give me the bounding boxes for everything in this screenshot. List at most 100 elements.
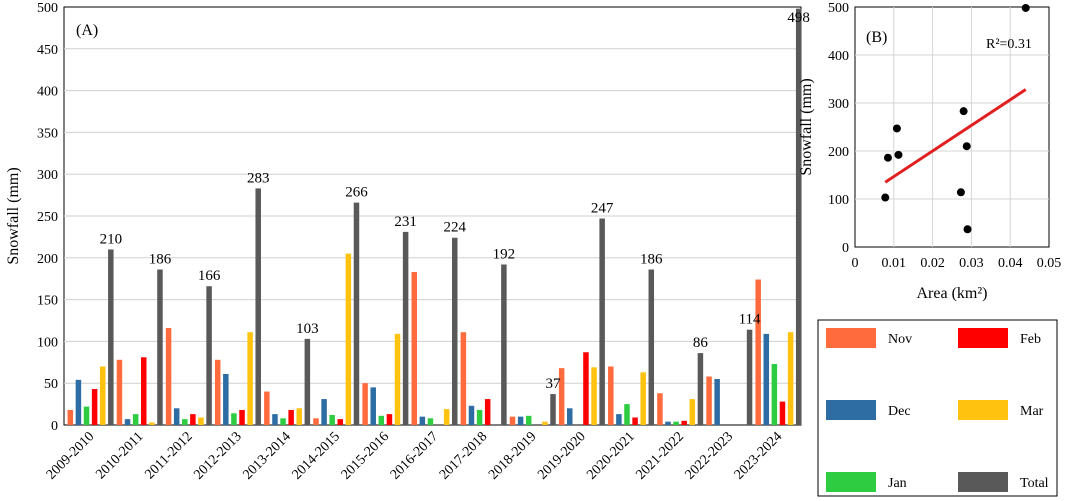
bar-total <box>108 249 114 425</box>
scatter-y-tick-label: 300 <box>828 97 849 112</box>
bar-series-group <box>67 8 802 426</box>
bar-x-tick-label: 2022-2023 <box>683 429 737 483</box>
bar-nov <box>460 332 467 425</box>
bar-dec <box>517 416 524 425</box>
scatter-point <box>892 124 901 133</box>
bar-y-ticks: 0 50 100 150 200 250 300 350 400 450 500 <box>37 1 58 434</box>
bar-nov <box>509 416 516 425</box>
bar-nov <box>558 368 565 425</box>
bar-dec <box>321 399 327 425</box>
bar-total <box>697 353 704 425</box>
bar-jan <box>83 406 90 425</box>
total-data-label: 498 <box>787 10 810 26</box>
legend-swatch-total <box>958 472 1008 492</box>
bar-mar <box>542 421 548 425</box>
scatter-gridlines <box>855 7 1049 247</box>
bar-x-tick-label: 2012-2013 <box>191 429 245 483</box>
legend-swatch-nov <box>826 328 876 348</box>
legend-label-nov: Nov <box>888 332 912 347</box>
bar-y-tick-label: 250 <box>37 210 58 225</box>
total-data-label: 86 <box>693 335 709 351</box>
legend-swatch-feb <box>958 328 1008 348</box>
scatter-y-axis-title: Snowfall (mm) <box>798 78 815 175</box>
bar-x-ticks: 2009-20102010-20112011-20122012-20132013… <box>44 429 785 483</box>
scatter-x-tick-label: 0.03 <box>959 256 984 271</box>
scatter-x-tick-label: 0.02 <box>920 256 945 271</box>
bar-dec <box>124 419 131 425</box>
bar-y-tick-label: 150 <box>37 294 58 309</box>
bar-jan <box>280 418 286 425</box>
bar-nov <box>116 359 123 425</box>
bar-jan <box>624 404 630 425</box>
bar-feb <box>288 409 294 425</box>
bar-total <box>746 329 753 425</box>
bar-dec <box>616 414 622 425</box>
bar-y-tick-label: 0 <box>51 419 58 434</box>
panel-a-label: (A) <box>76 22 98 39</box>
bar-mar <box>345 253 352 425</box>
bar-total <box>304 338 311 425</box>
bar-dec <box>370 387 376 425</box>
bar-mar <box>394 333 401 425</box>
bar-feb <box>337 419 344 425</box>
bar-nov <box>67 409 74 425</box>
bar-dec <box>567 408 573 425</box>
scatter-plot-area <box>854 6 1050 248</box>
bar-jan <box>771 363 778 425</box>
scatter-y-tick-label: 500 <box>828 1 849 16</box>
legend-items: Nov Feb Dec Mar Jan Total <box>826 328 1049 492</box>
bar-mar <box>198 417 204 425</box>
total-data-label: 231 <box>394 214 417 230</box>
bar-total <box>550 394 556 425</box>
bar-x-tick-label: 2020-2021 <box>584 429 638 483</box>
bar-feb <box>484 399 491 425</box>
bar-total <box>157 269 163 425</box>
total-data-label: 224 <box>444 220 467 236</box>
bar-x-tick-label: 2015-2016 <box>339 429 393 483</box>
bar-jan <box>525 415 532 425</box>
legend-label-feb: Feb <box>1020 332 1041 347</box>
bar-y-tick-label: 300 <box>37 168 58 183</box>
bar-mar <box>443 409 450 425</box>
bar-jan <box>476 409 483 425</box>
bar-nov <box>608 366 614 425</box>
total-data-label: 283 <box>247 170 270 186</box>
bar-feb <box>681 420 687 425</box>
bar-mar <box>591 367 597 425</box>
scatter-x-tick-label: 0 <box>852 256 859 271</box>
bar-dec <box>468 405 475 425</box>
bar-x-tick-label: 2023-2024 <box>732 429 786 483</box>
bar-total <box>353 202 360 425</box>
bar-y-tick-label: 50 <box>44 377 58 392</box>
bar-data-labels: 210 186 166 283 103 266 231 224 192 37 247 186 86 114… <box>100 10 810 392</box>
bar-y-tick-label: 200 <box>37 252 58 267</box>
bar-gridlines <box>64 48 801 384</box>
legend: Nov Feb Dec Mar Jan Total <box>817 319 1058 497</box>
bar-total <box>255 188 261 425</box>
bar-mar <box>149 422 155 425</box>
total-data-label: 210 <box>100 231 123 247</box>
bar-mar <box>689 399 696 425</box>
bar-feb <box>386 414 393 425</box>
scatter-x-tick-label: 0.04 <box>998 256 1023 271</box>
bar-jan <box>182 419 188 425</box>
bar-feb <box>141 357 147 425</box>
trendline <box>884 88 1027 184</box>
bar-jan <box>329 414 335 425</box>
bar-total <box>648 269 655 425</box>
total-data-label: 247 <box>591 201 614 217</box>
bar-nov <box>313 418 319 425</box>
bar-feb <box>190 414 196 425</box>
bar-nov <box>362 383 368 425</box>
legend-swatch-mar <box>958 400 1008 420</box>
total-data-label: 266 <box>345 185 368 201</box>
legend-swatch-jan <box>826 472 876 492</box>
total-data-label: 186 <box>149 252 172 268</box>
bar-jan <box>378 415 385 425</box>
scatter-chart-panel: 0 100 200 300 400 500 0 0.01 0.02 0.03 0.04 0.05 (… <box>798 1 1061 302</box>
total-data-label: 37 <box>546 376 562 392</box>
bar-x-tick-label: 2011-2012 <box>143 429 196 482</box>
bar-x-tick-label: 2014-2015 <box>290 429 344 483</box>
scatter-x-ticks: 0 0.01 0.02 0.03 0.04 0.05 <box>852 256 1062 271</box>
bar-nov <box>706 376 712 425</box>
